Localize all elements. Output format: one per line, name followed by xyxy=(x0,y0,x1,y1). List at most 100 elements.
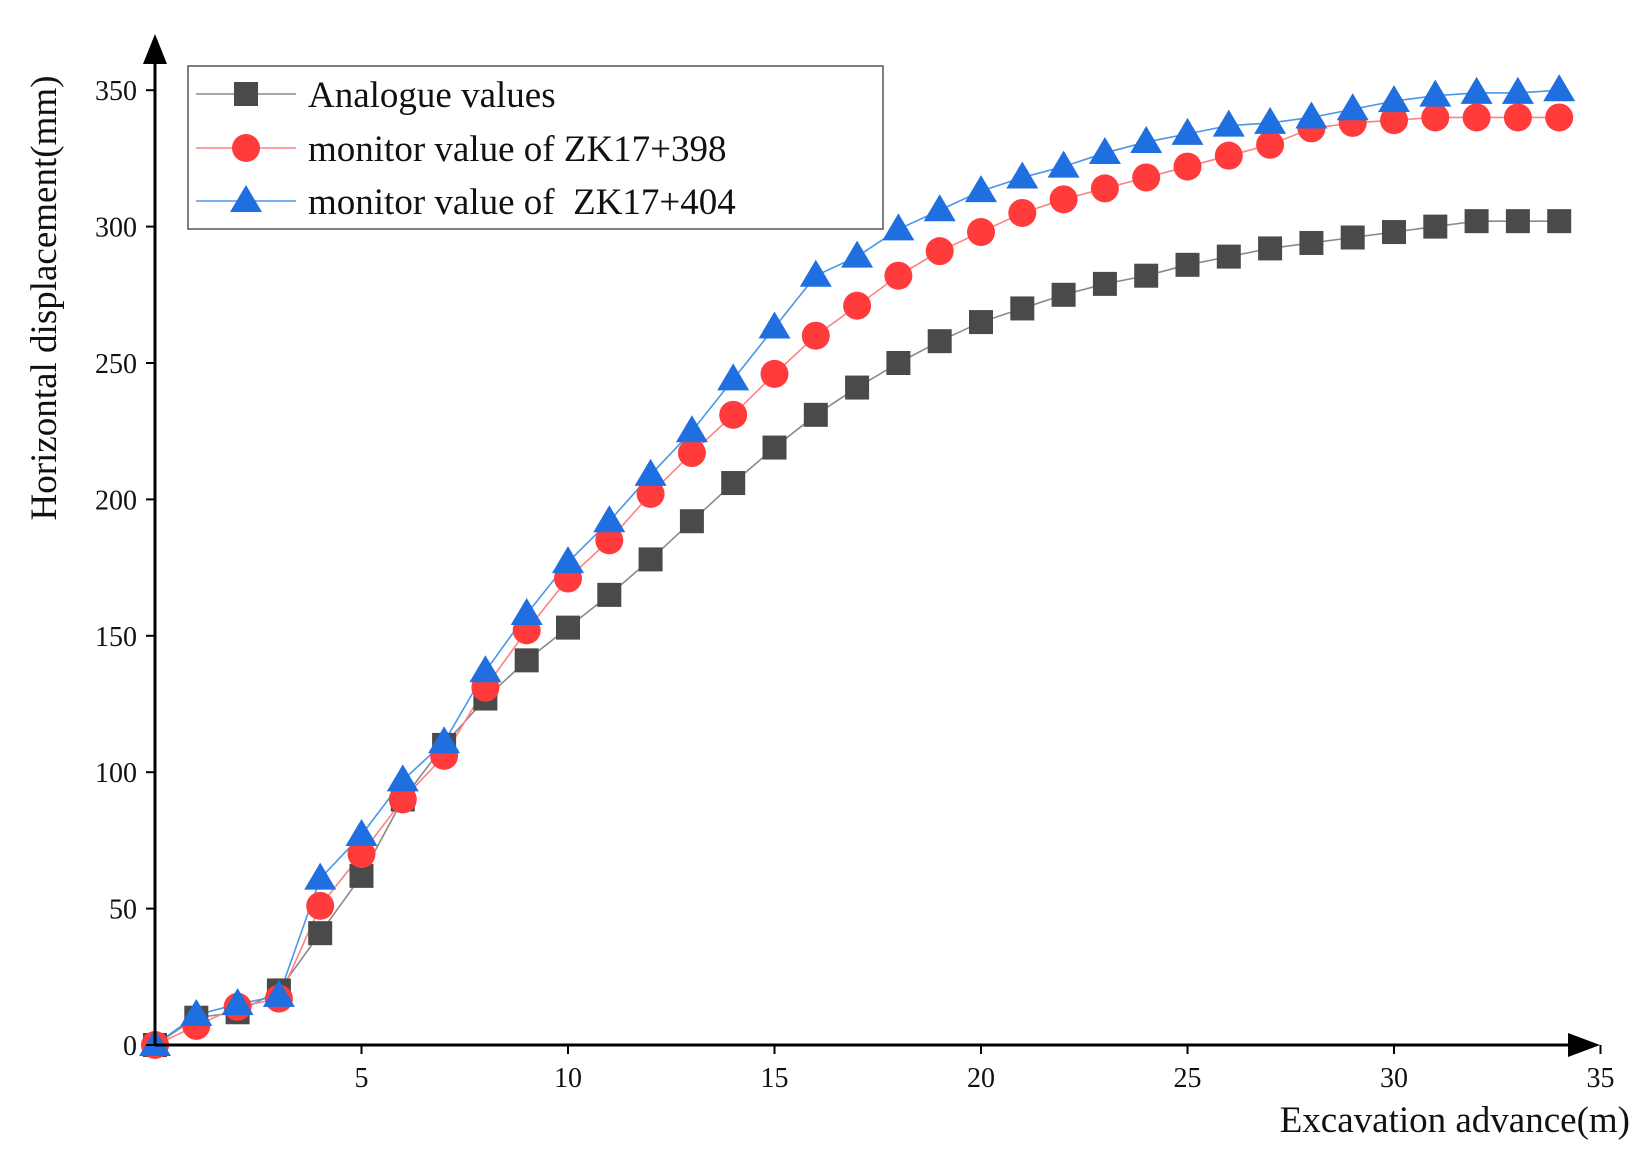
x-tick-label: 15 xyxy=(761,1063,789,1094)
data-point-triangle xyxy=(923,194,956,222)
data-point-circle xyxy=(1132,163,1161,192)
data-point-square xyxy=(1258,236,1283,261)
data-point-triangle xyxy=(262,979,295,1007)
y-tick-label: 250 xyxy=(95,349,137,380)
data-point-circle xyxy=(1008,198,1037,227)
data-point-triangle xyxy=(1006,161,1039,189)
legend-label-zk17-398: monitor value of ZK17+398 xyxy=(308,129,727,170)
data-point-triangle xyxy=(758,311,791,339)
data-point-square xyxy=(1299,230,1324,255)
legend-marker-triangle xyxy=(230,185,262,212)
data-point-triangle xyxy=(799,259,832,287)
data-point-circle xyxy=(843,291,872,320)
data-point-square xyxy=(803,402,828,427)
data-point-circle xyxy=(388,785,417,814)
data-point-circle xyxy=(306,891,335,920)
legend-item-zk17-398: monitor value of ZK17+398 xyxy=(196,129,727,170)
x-axis-title: Excavation advance(m) xyxy=(1280,1100,1630,1141)
x-tick-label: 20 xyxy=(967,1063,995,1094)
data-point-square xyxy=(886,351,911,375)
data-point-triangle xyxy=(1171,117,1204,145)
data-point-circle xyxy=(636,479,665,508)
x-tick-label: 25 xyxy=(1174,1063,1202,1094)
data-point-circle xyxy=(801,321,830,350)
data-point-square xyxy=(1134,263,1159,288)
data-point-circle xyxy=(967,218,995,247)
legend-marker-square xyxy=(234,82,258,106)
legend-item-analogue: Analogue values xyxy=(196,75,556,116)
data-point-triangle xyxy=(1419,79,1452,107)
x-tick-label: 10 xyxy=(554,1063,582,1094)
data-point-triangle xyxy=(593,505,626,533)
x-tick-label: 35 xyxy=(1587,1063,1615,1094)
data-point-circle xyxy=(1090,174,1119,203)
legend: Analogue values monitor value of ZK17+39… xyxy=(187,65,884,230)
data-point-triangle xyxy=(841,240,874,268)
data-point-triangle xyxy=(1088,136,1121,164)
data-point-triangle xyxy=(634,458,667,486)
data-point-square xyxy=(638,547,663,572)
data-point-triangle xyxy=(1336,93,1369,121)
data-point-square xyxy=(1464,209,1489,234)
data-point-triangle xyxy=(180,998,213,1026)
data-point-circle xyxy=(1380,106,1408,135)
data-point-circle xyxy=(1214,141,1243,170)
data-point-triangle xyxy=(1254,106,1287,134)
data-point-square xyxy=(1051,282,1076,307)
data-point-circle xyxy=(1049,185,1078,214)
data-point-square xyxy=(1382,220,1406,245)
data-point-triangle xyxy=(1212,109,1245,137)
data-point-triangle xyxy=(510,597,543,625)
data-point-triangle xyxy=(221,988,254,1016)
data-point-triangle xyxy=(1460,76,1493,104)
data-point-triangle xyxy=(386,764,419,792)
legend-marker-circle xyxy=(232,134,260,162)
data-point-circle xyxy=(1503,103,1532,132)
data-point-triangle xyxy=(552,546,584,574)
series-line-0 xyxy=(154,220,1560,1046)
data-point-triangle xyxy=(965,175,997,203)
data-point-triangle xyxy=(882,213,915,241)
legend-label-zk17-404: monitor value of ZK17+404 xyxy=(308,182,736,223)
y-axis-arrow xyxy=(143,34,167,64)
data-point-circle xyxy=(719,400,748,429)
y-tick-label: 100 xyxy=(95,758,137,789)
data-point-circle xyxy=(1545,103,1574,132)
data-point-triangle xyxy=(675,415,708,443)
legend-label-analogue: Analogue values xyxy=(308,75,556,116)
data-point-triangle xyxy=(345,818,378,846)
x-tick-label: 5 xyxy=(355,1063,369,1094)
data-point-square xyxy=(1505,209,1530,234)
data-point-square xyxy=(514,648,539,673)
data-point-triangle xyxy=(1501,76,1534,104)
data-point-triangle xyxy=(1295,101,1328,129)
data-point-circle xyxy=(884,261,913,290)
y-tick-label: 150 xyxy=(95,622,137,653)
data-point-circle xyxy=(1421,103,1450,132)
y-tick-label: 0 xyxy=(123,1031,137,1062)
data-point-square xyxy=(1340,225,1365,250)
data-point-circle xyxy=(595,526,624,555)
data-point-square xyxy=(1216,244,1241,269)
data-point-circle xyxy=(1173,152,1202,181)
y-axis-title: Horizontal displacement(mm) xyxy=(24,76,65,521)
data-point-triangle xyxy=(1378,85,1410,113)
y-tick-label: 200 xyxy=(95,485,137,516)
data-point-triangle xyxy=(428,726,461,754)
data-point-square xyxy=(1092,271,1117,296)
data-point-square xyxy=(845,375,870,400)
data-point-triangle xyxy=(304,862,337,890)
data-point-square xyxy=(1547,209,1572,234)
data-point-circle xyxy=(760,359,789,388)
series-layer xyxy=(139,74,1576,1059)
data-point-square xyxy=(721,471,746,496)
data-point-square xyxy=(556,615,580,640)
data-point-circle xyxy=(1462,103,1491,132)
data-point-triangle xyxy=(469,655,502,683)
data-point-triangle xyxy=(1130,126,1163,154)
data-point-circle xyxy=(677,439,706,468)
y-tick-label: 300 xyxy=(95,213,137,244)
x-tick-label: 30 xyxy=(1380,1063,1408,1094)
data-point-square xyxy=(969,310,993,335)
